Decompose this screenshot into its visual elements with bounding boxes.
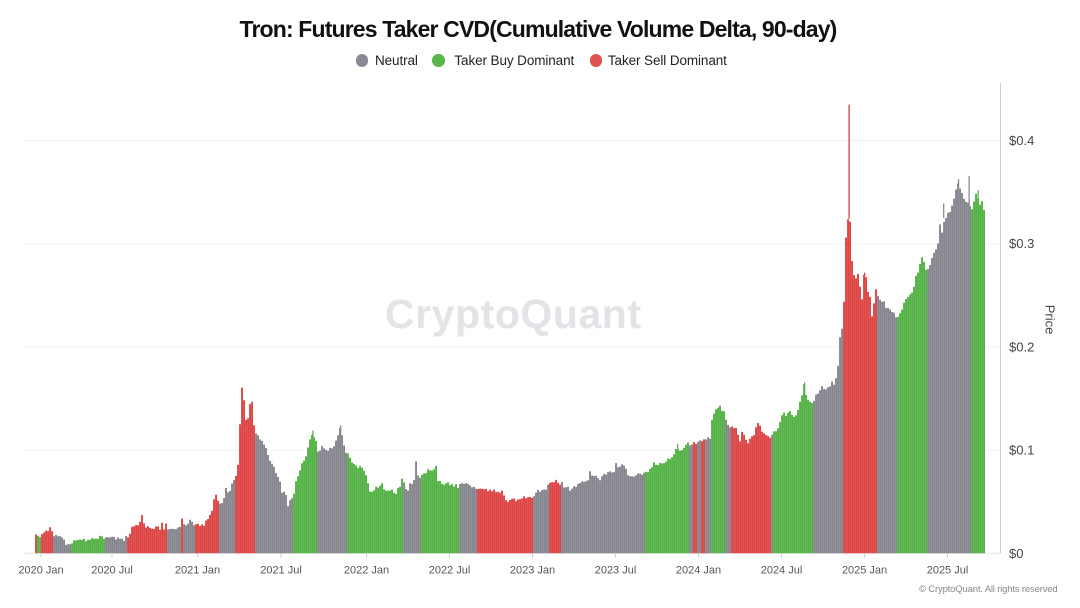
svg-text:$0.3: $0.3 <box>1009 236 1034 251</box>
svg-text:2020 Jan: 2020 Jan <box>18 565 63 577</box>
svg-text:2020 Jul: 2020 Jul <box>91 565 133 577</box>
svg-text:2025 Jan: 2025 Jan <box>842 565 887 577</box>
svg-text:2022 Jan: 2022 Jan <box>344 565 389 577</box>
svg-text:2022 Jul: 2022 Jul <box>429 565 471 577</box>
svg-text:$0.1: $0.1 <box>1009 443 1034 458</box>
svg-text:2023 Jul: 2023 Jul <box>595 565 637 577</box>
svg-text:2024 Jan: 2024 Jan <box>676 565 721 577</box>
svg-text:2021 Jan: 2021 Jan <box>175 565 220 577</box>
svg-text:2025 Jul: 2025 Jul <box>927 565 969 577</box>
svg-text:2021 Jul: 2021 Jul <box>260 565 302 577</box>
svg-text:$0: $0 <box>1009 546 1023 561</box>
svg-text:$0.2: $0.2 <box>1009 339 1034 354</box>
svg-text:2024 Jul: 2024 Jul <box>761 565 803 577</box>
svg-text:$0.4: $0.4 <box>1009 133 1034 148</box>
svg-text:2023 Jan: 2023 Jan <box>510 565 555 577</box>
